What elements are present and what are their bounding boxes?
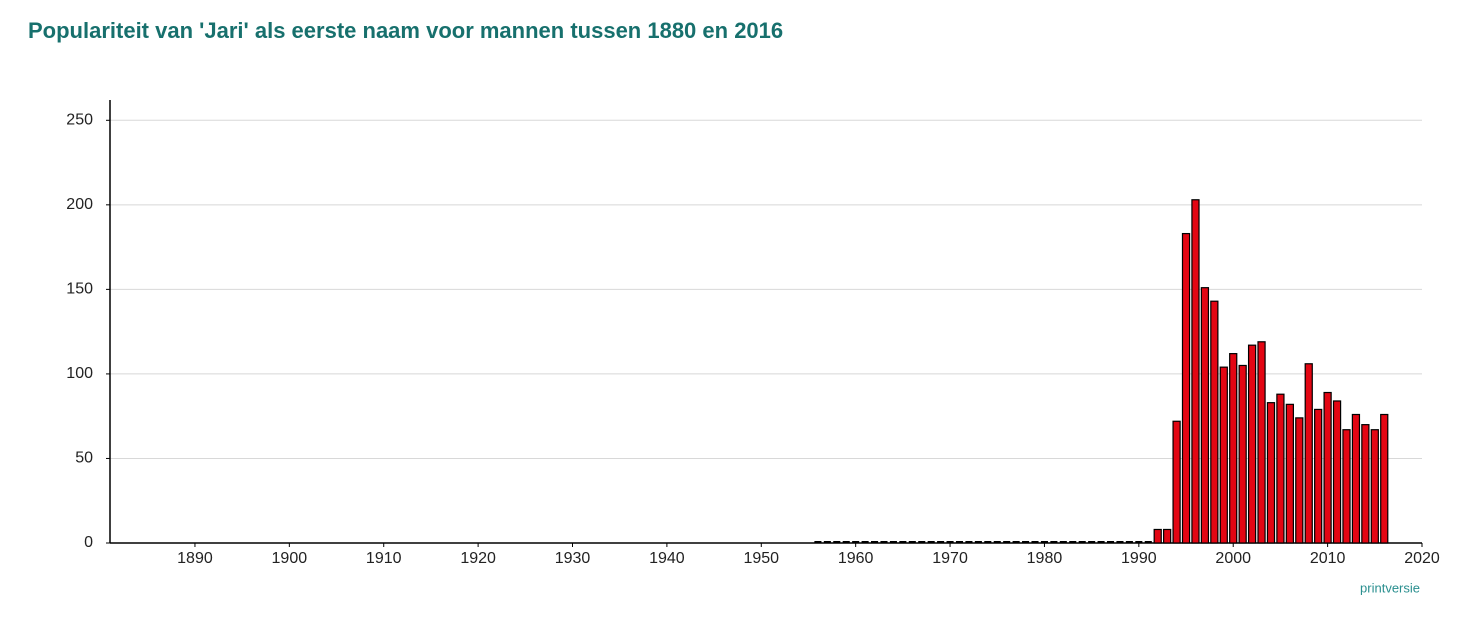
bar — [1219, 366, 1228, 544]
print-link[interactable]: printversie — [1360, 580, 1420, 595]
bar — [1276, 393, 1285, 544]
x-tick-label: 1910 — [366, 550, 402, 567]
y-tick-label: 100 — [66, 365, 93, 382]
bar — [1229, 353, 1238, 544]
bar — [1351, 413, 1361, 544]
bar — [1153, 528, 1162, 544]
x-tick-label: 1900 — [272, 550, 308, 567]
x-tick-label: 1930 — [555, 550, 591, 567]
bar — [1200, 287, 1210, 544]
y-tick-label: 0 — [84, 534, 93, 551]
bar — [1380, 413, 1389, 544]
x-tick-label: 2010 — [1310, 550, 1346, 567]
bar — [1191, 199, 1200, 544]
bar — [1210, 300, 1219, 544]
y-tick-label: 150 — [66, 281, 93, 298]
bar — [1257, 341, 1266, 544]
bar — [1238, 364, 1247, 544]
x-tick-label: 1950 — [743, 550, 779, 567]
bar — [1304, 363, 1313, 544]
bar — [1361, 424, 1370, 544]
x-tick-label: 1890 — [177, 550, 213, 567]
x-tick-label: 1940 — [649, 550, 685, 567]
y-tick-label: 200 — [66, 196, 93, 213]
x-tick-label: 1990 — [1121, 550, 1157, 567]
x-tick-label: 2000 — [1215, 550, 1251, 567]
x-tick-label: 1960 — [838, 550, 874, 567]
bar — [1323, 391, 1332, 544]
x-tick-label: 2020 — [1404, 550, 1440, 567]
bar — [1163, 528, 1172, 544]
bar — [1314, 408, 1323, 544]
bar — [1172, 420, 1181, 544]
y-tick-label: 250 — [66, 112, 93, 129]
bar — [1332, 400, 1342, 544]
x-tick-label: 1970 — [932, 550, 968, 567]
bar — [1370, 429, 1379, 544]
bar — [1247, 344, 1257, 544]
bar — [1266, 402, 1276, 544]
x-tick-label: 1920 — [460, 550, 496, 567]
x-tick-label: 1980 — [1027, 550, 1063, 567]
bar — [1342, 429, 1351, 544]
chart-title: Populariteit van 'Jari' als eerste naam … — [28, 18, 783, 43]
bar — [1285, 403, 1294, 544]
y-tick-label: 50 — [75, 450, 93, 467]
bar — [1295, 417, 1304, 544]
bar — [1181, 232, 1191, 544]
